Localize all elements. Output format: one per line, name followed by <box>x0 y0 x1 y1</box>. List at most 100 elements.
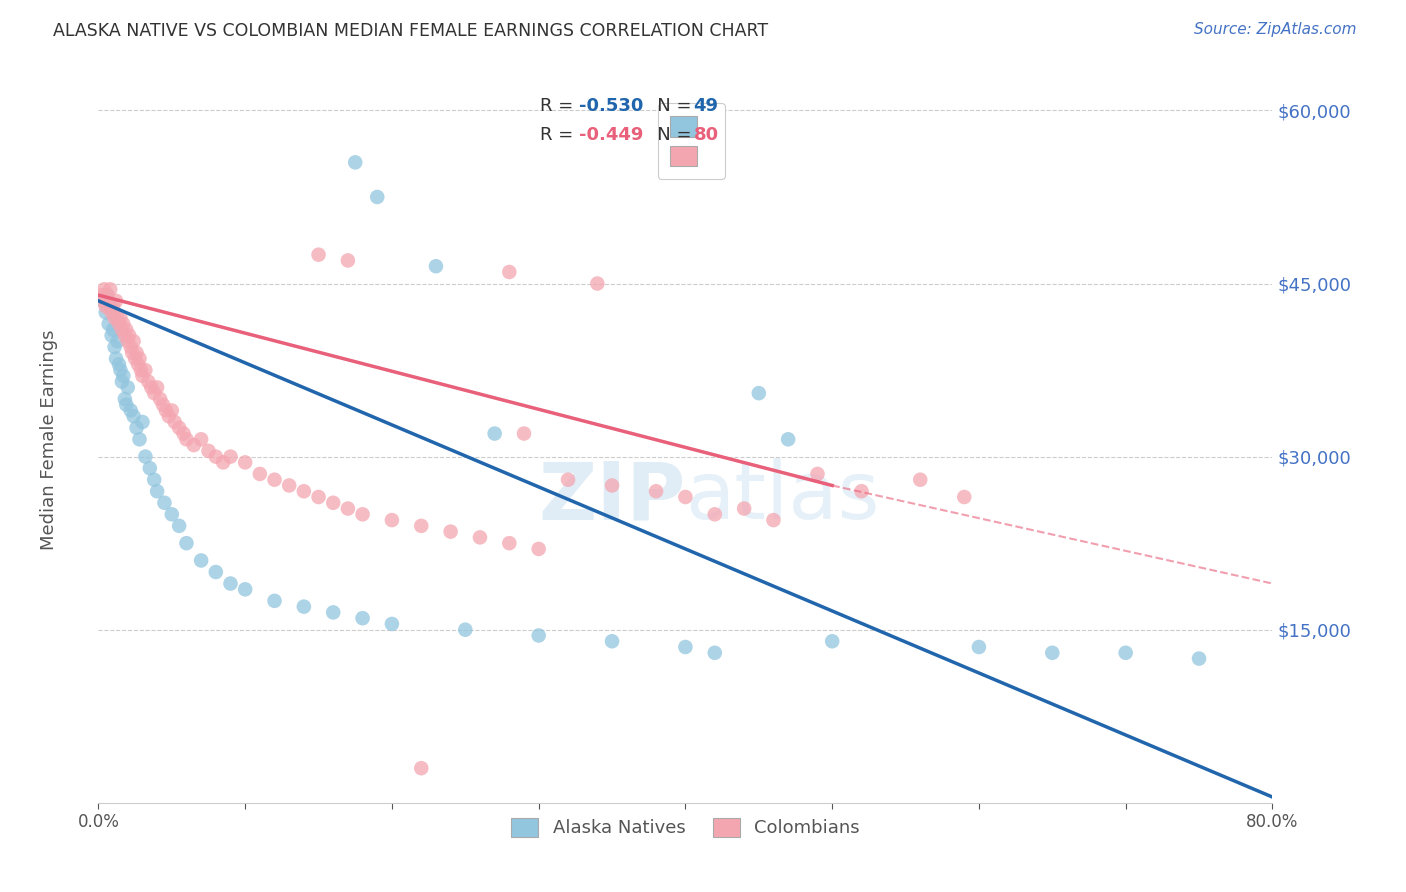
Point <box>117 380 139 394</box>
Point <box>91 293 114 308</box>
Point <box>125 345 148 359</box>
Point <box>733 501 755 516</box>
Point <box>97 317 120 331</box>
Point <box>513 426 536 441</box>
Point <box>352 611 374 625</box>
Text: N =: N = <box>640 127 697 145</box>
Point <box>105 351 128 366</box>
Point <box>101 300 124 314</box>
Point <box>439 524 461 539</box>
Point <box>381 616 404 631</box>
Point <box>125 421 148 435</box>
Point <box>953 490 976 504</box>
Point <box>454 623 477 637</box>
Point <box>600 478 623 492</box>
Point <box>1188 651 1211 665</box>
Point <box>108 317 131 331</box>
Point <box>366 190 388 204</box>
Point <box>120 403 142 417</box>
Point <box>233 455 256 469</box>
Point <box>94 305 117 319</box>
Point <box>527 541 550 556</box>
Point <box>110 311 132 326</box>
Text: 80: 80 <box>693 127 718 145</box>
Point <box>120 340 142 354</box>
Point <box>110 363 132 377</box>
Point <box>107 311 129 326</box>
Point <box>425 259 447 273</box>
Point <box>322 606 344 620</box>
Legend: Alaska Natives, Colombians: Alaska Natives, Colombians <box>503 810 868 845</box>
Point <box>143 386 166 401</box>
Point <box>176 536 198 550</box>
Point <box>167 519 190 533</box>
Point <box>498 265 520 279</box>
Point <box>112 368 135 383</box>
Point <box>183 438 205 452</box>
Point <box>851 484 873 499</box>
Point <box>90 288 112 302</box>
Point <box>100 328 122 343</box>
Text: R =: R = <box>540 97 579 115</box>
Point <box>115 398 138 412</box>
Point <box>122 409 145 424</box>
Point <box>308 490 330 504</box>
Point <box>107 334 129 349</box>
Point <box>967 640 990 654</box>
Point <box>98 282 121 296</box>
Point <box>703 508 725 522</box>
Point <box>160 403 183 417</box>
Text: Source: ZipAtlas.com: Source: ZipAtlas.com <box>1194 22 1357 37</box>
Point <box>778 432 800 446</box>
Point <box>139 461 162 475</box>
Point <box>806 467 828 481</box>
Point <box>136 375 159 389</box>
Point <box>127 357 149 371</box>
Point <box>91 293 114 308</box>
Point <box>173 426 195 441</box>
Point <box>675 490 697 504</box>
Point <box>111 375 134 389</box>
Point <box>336 501 359 516</box>
Point <box>190 553 212 567</box>
Text: atlas: atlas <box>686 458 880 536</box>
Point <box>212 455 235 469</box>
Point <box>129 363 152 377</box>
Point <box>94 300 117 314</box>
Text: Median Female Earnings: Median Female Earnings <box>41 329 58 549</box>
Point <box>157 409 180 424</box>
Point <box>117 334 139 349</box>
Point <box>703 646 725 660</box>
Point <box>197 443 219 458</box>
Point <box>134 363 156 377</box>
Point <box>263 473 285 487</box>
Point <box>344 155 367 169</box>
Point <box>103 340 125 354</box>
Point <box>527 628 550 642</box>
Point <box>249 467 271 481</box>
Point <box>108 357 131 371</box>
Point <box>762 513 785 527</box>
Point <box>292 484 315 499</box>
Point <box>100 305 122 319</box>
Text: ZIP: ZIP <box>538 458 686 536</box>
Point <box>600 634 623 648</box>
Point <box>146 484 169 499</box>
Point <box>1040 646 1063 660</box>
Point <box>160 508 183 522</box>
Point <box>292 599 315 614</box>
Text: R =: R = <box>540 127 579 145</box>
Point <box>118 328 141 343</box>
Point <box>128 351 150 366</box>
Text: N =: N = <box>640 97 697 115</box>
Point <box>484 426 506 441</box>
Point <box>122 334 145 349</box>
Point <box>205 565 228 579</box>
Point <box>112 317 135 331</box>
Point <box>219 576 242 591</box>
Point <box>557 473 579 487</box>
Point <box>114 328 136 343</box>
Point <box>468 530 491 544</box>
Point <box>748 386 770 401</box>
Point <box>149 392 172 406</box>
